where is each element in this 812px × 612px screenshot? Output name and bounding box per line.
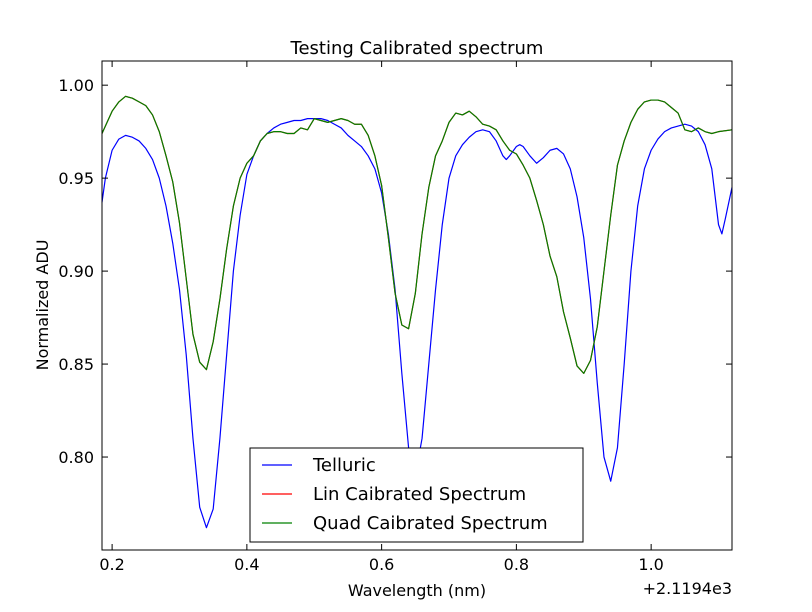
y-tick-label: 0.95 bbox=[58, 169, 94, 188]
legend: Telluric Lin Caibrated Spectrum Quad Cai… bbox=[249, 447, 584, 543]
series-line-quad-calibrated bbox=[101, 95, 733, 374]
plot-frame bbox=[101, 60, 733, 551]
x-tick-label: 1.0 bbox=[638, 555, 663, 574]
y-tick-label: 1.00 bbox=[58, 76, 94, 95]
ticks-layer: 0.2 0.4 0.6 0.8 1.0 0.80 0.85 0.90 0.95 1.00 bbox=[58, 61, 732, 574]
legend-box bbox=[249, 447, 584, 543]
x-tick-label: 0.2 bbox=[99, 555, 124, 574]
y-tick-label: 0.85 bbox=[58, 355, 94, 374]
y-tick-label: 0.90 bbox=[58, 262, 94, 281]
x-axis-label: Wavelength (nm) bbox=[348, 581, 486, 600]
legend-label-telluric: Telluric bbox=[312, 455, 376, 476]
y-axis-label: Normalized ADU bbox=[33, 240, 52, 371]
y-tick-label: 0.80 bbox=[58, 448, 94, 467]
x-offset-text: +2.1194e3 bbox=[643, 579, 732, 598]
series-line-telluric bbox=[101, 118, 733, 529]
x-tick-label: 0.8 bbox=[504, 555, 529, 574]
chart-title: Testing Calibrated spectrum bbox=[290, 38, 544, 59]
x-tick-label: 0.4 bbox=[234, 555, 259, 574]
legend-label-lin: Lin Caibrated Spectrum bbox=[313, 484, 526, 505]
x-tick-label: 0.6 bbox=[369, 555, 394, 574]
series-layer bbox=[101, 95, 733, 529]
legend-label-quad: Quad Caibrated Spectrum bbox=[313, 513, 548, 534]
